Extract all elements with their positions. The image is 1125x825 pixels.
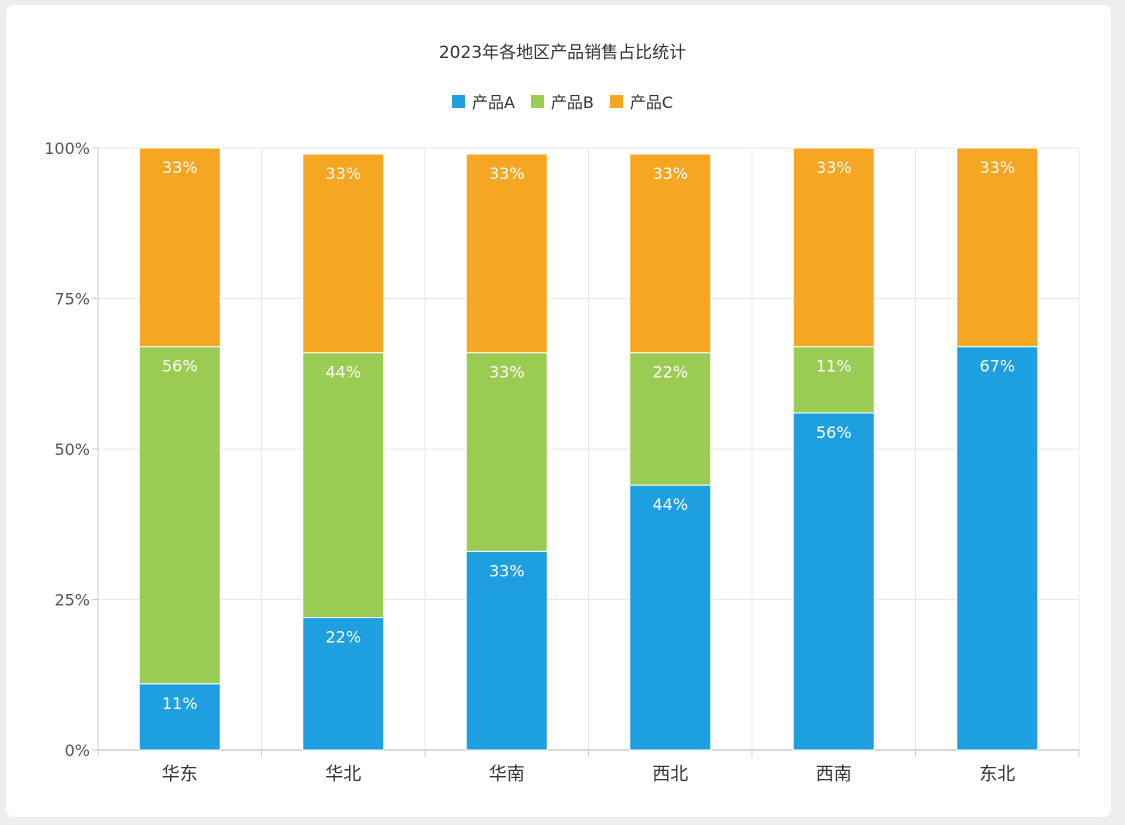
bar-segment xyxy=(792,147,875,348)
y-tick-label: 25% xyxy=(54,591,90,610)
data-label: 33% xyxy=(816,158,852,177)
data-label: 56% xyxy=(162,357,198,376)
bar-segment xyxy=(465,352,548,552)
bar-segment xyxy=(138,346,221,685)
data-label: 44% xyxy=(325,363,361,382)
bar-segment xyxy=(629,484,712,751)
data-label: 33% xyxy=(979,158,1015,177)
bar-segment xyxy=(302,617,385,751)
bar-segment xyxy=(465,153,548,354)
x-tick-label: 西北 xyxy=(652,764,688,785)
legend-item-c[interactable]: 产品C xyxy=(609,89,674,113)
data-label: 33% xyxy=(325,164,361,183)
bar-segment xyxy=(629,352,712,486)
data-label: 33% xyxy=(162,158,198,177)
legend-swatch-a xyxy=(451,94,465,108)
legend-swatch-b xyxy=(530,94,544,108)
data-label: 11% xyxy=(162,694,198,713)
y-tick-label: 0% xyxy=(65,741,90,760)
data-label: 44% xyxy=(652,495,688,514)
bar-segment xyxy=(302,352,385,619)
x-tick-label: 华北 xyxy=(325,764,361,785)
legend-swatch-c xyxy=(609,94,623,108)
data-label: 33% xyxy=(489,561,525,580)
y-tick-label: 50% xyxy=(54,440,90,459)
bar-segment xyxy=(629,153,712,354)
bar-segment xyxy=(465,550,548,751)
legend-label-b: 产品B xyxy=(550,93,594,112)
data-label: 22% xyxy=(652,363,688,382)
legend-label-c: 产品C xyxy=(629,93,674,112)
data-label: 22% xyxy=(325,628,361,647)
y-tick-label: 100% xyxy=(44,139,90,158)
data-label: 11% xyxy=(816,357,852,376)
legend-label-a: 产品A xyxy=(471,93,515,112)
data-label: 56% xyxy=(816,423,852,442)
x-tick-label: 西南 xyxy=(816,764,852,785)
data-label: 33% xyxy=(489,363,525,382)
data-label: 33% xyxy=(489,164,525,183)
chart-legend: 产品A 产品B 产品C xyxy=(0,88,1125,114)
data-label: 67% xyxy=(979,357,1015,376)
x-tick-label: 华南 xyxy=(489,764,525,785)
bar-segment xyxy=(956,147,1039,348)
bar-segment xyxy=(302,153,385,354)
x-tick-label: 华东 xyxy=(162,764,198,785)
bar-segment xyxy=(792,412,875,751)
bar-segment xyxy=(138,683,221,751)
legend-item-a[interactable]: 产品A xyxy=(451,89,515,113)
chart-title: 2023年各地区产品销售占比统计 xyxy=(438,43,687,63)
legend-item-b[interactable]: 产品B xyxy=(530,89,594,113)
data-label: 33% xyxy=(652,164,688,183)
bar-segment xyxy=(956,346,1039,751)
y-tick-label: 75% xyxy=(54,290,90,309)
x-tick-label: 东北 xyxy=(979,764,1015,785)
bar-segment xyxy=(792,346,875,414)
bar-segment xyxy=(138,147,221,348)
